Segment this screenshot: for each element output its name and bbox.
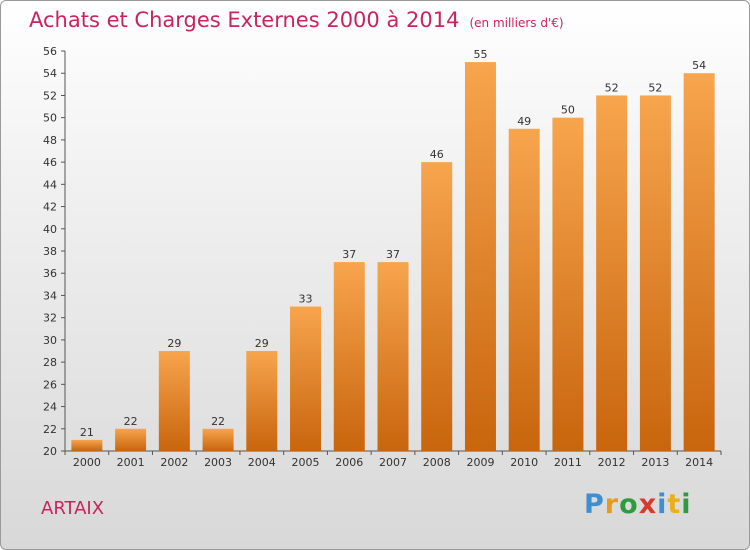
data-label: 33: [299, 293, 313, 306]
data-label: 49: [517, 115, 531, 128]
data-label: 29: [255, 337, 269, 350]
bar: [246, 351, 278, 451]
data-label: 55: [473, 48, 487, 61]
axes: 20 22 24 26 28 30 32 34 36 38 40 42 44 46 48 50 52 54 56 20…: [43, 45, 722, 469]
data-label: 52: [648, 81, 662, 94]
logo-letter: i: [681, 489, 692, 520]
data-label: 22: [211, 415, 225, 428]
bar: [158, 351, 190, 451]
data-label: 52: [605, 81, 619, 94]
x-tick-label: 2010: [510, 456, 538, 469]
y-tick-label: 36: [43, 267, 57, 280]
x-tick-label: 2005: [292, 456, 320, 469]
bar: [421, 162, 453, 451]
logo-letter: P: [584, 489, 605, 520]
data-label: 50: [561, 104, 575, 117]
y-tick-label: 50: [43, 112, 57, 125]
x-tick-label: 2008: [423, 456, 451, 469]
chart-title-text: Achats et Charges Externes 2000 à 2014: [29, 8, 460, 32]
y-tick-label: 32: [43, 312, 57, 325]
data-label: 22: [124, 415, 138, 428]
bar: [683, 73, 715, 451]
x-tick-label: 2002: [160, 456, 188, 469]
bar: [377, 262, 409, 451]
y-tick-label: 56: [43, 45, 57, 58]
bar: [508, 128, 540, 451]
chart-title: Achats et Charges Externes 2000 à 2014 (e…: [29, 8, 564, 32]
x-tick-label: 2009: [466, 456, 494, 469]
y-tick-label: 40: [43, 223, 57, 236]
bar: [290, 306, 322, 451]
x-tick-label: 2003: [204, 456, 232, 469]
y-tick-label: 30: [43, 334, 57, 347]
x-tick-label: 2013: [641, 456, 669, 469]
x-tick-label: 2000: [73, 456, 101, 469]
logo-letter: o: [619, 489, 639, 520]
town-name: ARTAIX: [41, 498, 105, 519]
logo-letter: t: [667, 489, 682, 520]
data-label: 21: [80, 426, 94, 439]
x-tick-label: 2012: [598, 456, 626, 469]
x-tick-label: 2006: [335, 456, 363, 469]
data-labels: 21 22 29 22 29 33 37 37 46 55 49 50 52 52 54: [80, 48, 706, 439]
y-tick-label: 42: [43, 201, 57, 214]
proxiti-logo[interactable]: Proxiti: [584, 489, 692, 520]
y-tick-label: 52: [43, 89, 57, 102]
x-tick-label: 2001: [117, 456, 145, 469]
y-tick-label: 28: [43, 356, 57, 369]
logo-letter: i: [657, 489, 668, 520]
bar: [115, 428, 147, 451]
bar: [71, 439, 103, 451]
y-tick-label: 54: [43, 67, 57, 80]
data-label: 37: [342, 248, 356, 261]
x-tick-label: 2014: [685, 456, 713, 469]
x-tick-label: 2004: [248, 456, 276, 469]
y-tick-label: 24: [43, 401, 57, 414]
data-label: 46: [430, 148, 444, 161]
data-label: 29: [167, 337, 181, 350]
logo-letter: r: [604, 489, 620, 520]
bar: [639, 95, 671, 451]
bar: [333, 262, 365, 451]
y-tick-label: 48: [43, 134, 57, 147]
data-label: 37: [386, 248, 400, 261]
bar: [552, 117, 584, 452]
y-tick-label: 22: [43, 423, 57, 436]
y-tick-label: 26: [43, 378, 57, 391]
bar: [202, 428, 234, 451]
data-label: 54: [692, 59, 706, 72]
y-tick-label: 38: [43, 245, 57, 258]
y-tick-label: 44: [43, 178, 57, 191]
logo-letter: x: [638, 489, 658, 520]
bar: [464, 62, 496, 451]
x-tick-label: 2007: [379, 456, 407, 469]
bars: [71, 62, 715, 452]
bar: [596, 95, 628, 451]
x-tick-label: 2011: [554, 456, 582, 469]
chart-unit: (en milliers d'€): [469, 16, 564, 30]
y-tick-label: 20: [43, 445, 57, 458]
y-tick-label: 34: [43, 289, 57, 302]
y-tick-label: 46: [43, 156, 57, 169]
